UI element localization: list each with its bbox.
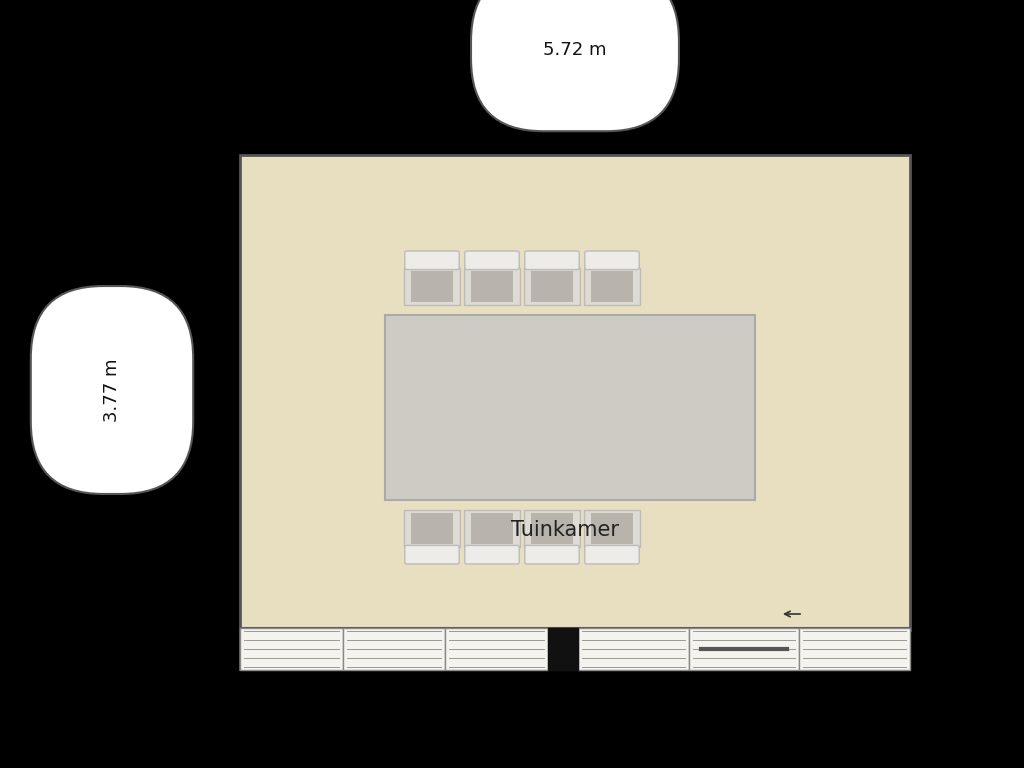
Bar: [240, 628, 910, 670]
Bar: [411, 271, 454, 302]
Bar: [240, 155, 910, 630]
Bar: [689, 628, 800, 670]
FancyBboxPatch shape: [585, 251, 639, 270]
FancyBboxPatch shape: [524, 545, 580, 564]
Bar: [464, 510, 520, 548]
Bar: [530, 271, 573, 302]
FancyBboxPatch shape: [404, 251, 459, 270]
Bar: [800, 628, 910, 670]
Bar: [411, 513, 454, 544]
Text: Tuinkamer: Tuinkamer: [511, 520, 618, 540]
Bar: [584, 267, 640, 305]
Bar: [584, 510, 640, 548]
Bar: [548, 628, 578, 670]
FancyBboxPatch shape: [585, 545, 639, 564]
Bar: [385, 315, 755, 500]
FancyBboxPatch shape: [524, 251, 580, 270]
Bar: [524, 267, 580, 305]
FancyBboxPatch shape: [465, 545, 519, 564]
Bar: [240, 628, 343, 670]
Bar: [530, 513, 573, 544]
FancyBboxPatch shape: [404, 545, 459, 564]
Bar: [471, 513, 513, 544]
Bar: [471, 271, 513, 302]
Bar: [404, 510, 460, 548]
Bar: [445, 628, 548, 670]
Bar: [591, 513, 633, 544]
Text: 3.77 m: 3.77 m: [103, 358, 121, 422]
Bar: [578, 628, 689, 670]
Bar: [404, 267, 460, 305]
Text: 5.72 m: 5.72 m: [544, 41, 607, 59]
Bar: [524, 510, 580, 548]
Bar: [464, 267, 520, 305]
Bar: [343, 628, 445, 670]
FancyBboxPatch shape: [465, 251, 519, 270]
Bar: [591, 271, 633, 302]
